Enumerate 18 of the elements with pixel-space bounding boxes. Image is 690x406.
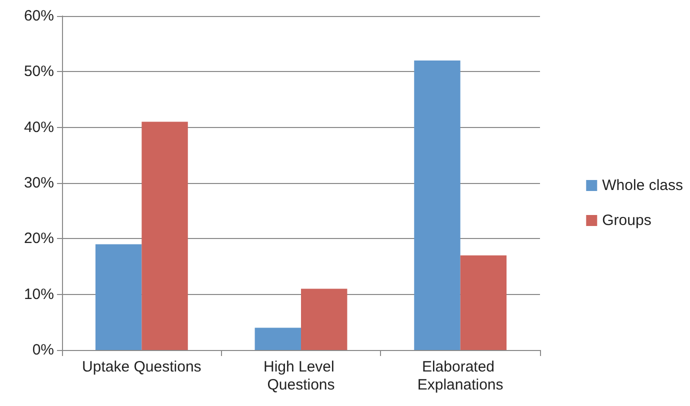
legend-label: Groups [602, 212, 652, 229]
bar [254, 328, 301, 350]
y-tick-label: 60% [24, 8, 54, 24]
y-tick-label: 10% [24, 286, 54, 303]
y-tick-label: 40% [24, 118, 54, 136]
bar [460, 255, 507, 350]
y-tick-label: 0% [32, 342, 54, 358]
x-tick-label: High Level Questions [263, 358, 339, 394]
x-tick-label: Elaborated Explanations [417, 358, 504, 394]
y-tick-label: 20% [24, 230, 54, 248]
bar [301, 288, 348, 350]
bar [142, 122, 188, 350]
bar [95, 244, 142, 350]
legend-label: Whole class [602, 177, 683, 194]
y-tick-label: 30% [24, 174, 54, 192]
x-tick-label: Uptake Questions [82, 358, 202, 376]
y-tick-label: 50% [24, 63, 54, 80]
bar [414, 60, 460, 350]
